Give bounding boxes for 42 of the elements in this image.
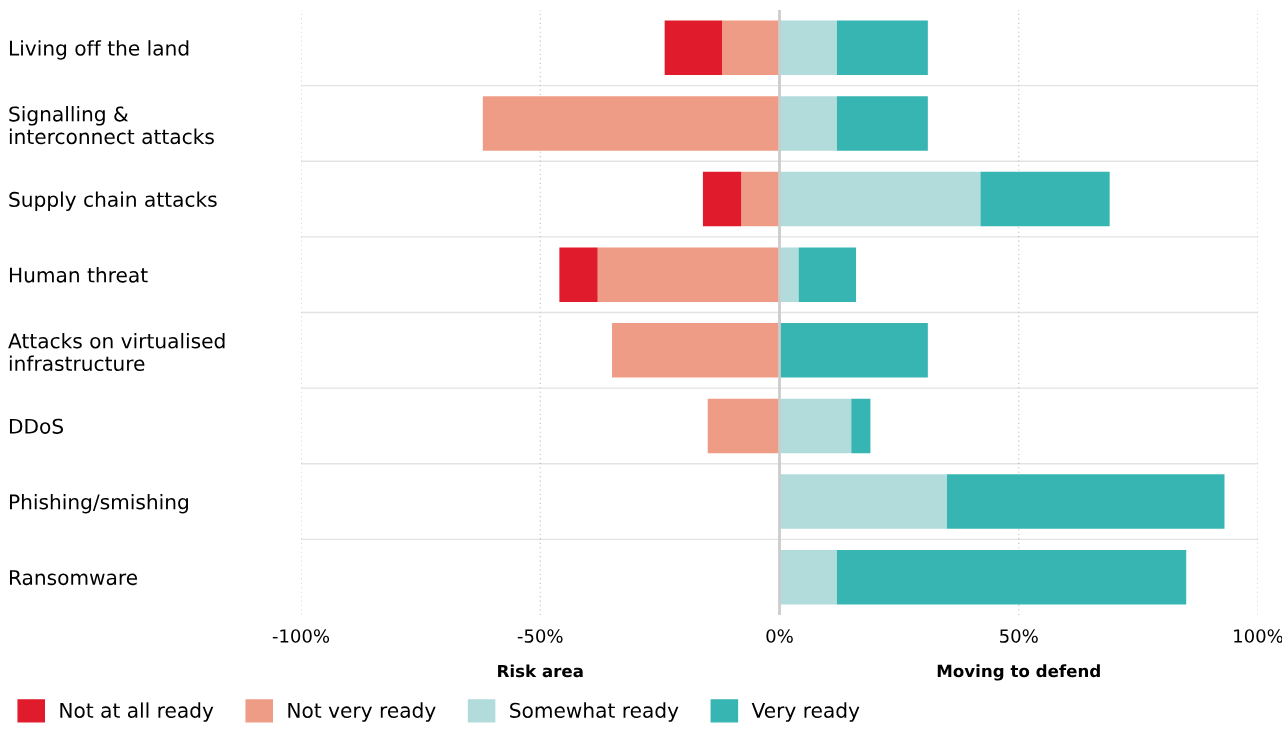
text: Moving to defend	[937, 664, 1100, 681]
y-tick-label: Ransomware	[9, 570, 138, 586]
x-tick-label: 50%	[1000, 629, 1038, 643]
bar	[597, 247, 780, 302]
bar	[482, 96, 780, 151]
x-tick-label: -50%	[517, 629, 563, 643]
bar	[722, 20, 780, 76]
bar	[779, 474, 947, 529]
legend-label: Somewhat ready	[510, 702, 679, 722]
legend-label: Very ready	[751, 702, 860, 722]
text: Risk area	[498, 664, 583, 678]
y-tick-label: Supply chain attacks	[9, 191, 217, 211]
y-tick-label: Attacks on virtualised infrastructure	[8, 332, 225, 372]
y-tick-label: Human threat	[9, 267, 148, 283]
bar	[851, 398, 871, 454]
bar	[779, 171, 981, 227]
y-tick-label: Living off the land	[9, 40, 189, 60]
legend-label: Not very ready	[288, 702, 436, 722]
bar	[779, 323, 928, 378]
bar	[946, 474, 1225, 529]
bar	[612, 323, 780, 378]
x-tick-label: 100%	[1234, 629, 1282, 643]
bar	[741, 171, 780, 227]
x-tick-label: 0%	[766, 629, 793, 643]
bar	[702, 171, 742, 227]
bar	[836, 20, 928, 76]
bar	[779, 20, 837, 76]
bar	[779, 96, 837, 151]
y-tick-label: DDoS	[9, 418, 63, 434]
y-tick-label: Signalling & interconnect attacks	[9, 106, 214, 145]
bar	[664, 20, 723, 76]
legend-label: Not at all ready	[60, 702, 214, 722]
bar	[707, 398, 780, 454]
y-tick-label: Phishing/smishing	[9, 493, 188, 514]
bar	[798, 247, 857, 302]
x-tick-label: -100%	[272, 629, 330, 643]
bar	[836, 96, 928, 151]
bar	[980, 171, 1110, 227]
bar	[559, 247, 598, 302]
bar	[779, 549, 837, 605]
bar	[779, 398, 852, 454]
bar	[836, 549, 1187, 605]
